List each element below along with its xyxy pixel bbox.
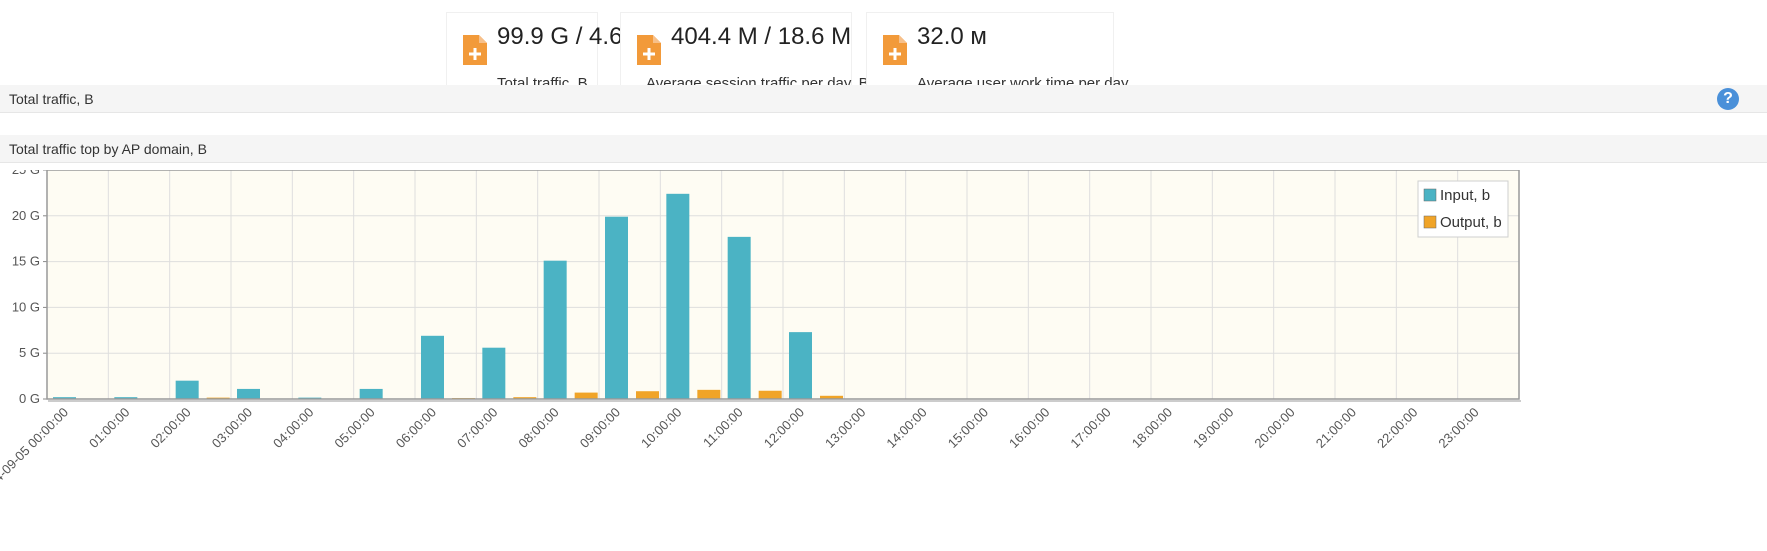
x-tick-label: 04:00:00 bbox=[270, 405, 316, 451]
x-tick-label: 20:00:00 bbox=[1251, 405, 1297, 451]
section-title: Total traffic top by AP domain, B bbox=[9, 141, 207, 157]
bar-input bbox=[53, 397, 76, 399]
legend-label-input: Input, b bbox=[1440, 187, 1490, 204]
bar-input bbox=[789, 332, 812, 399]
bar-input bbox=[605, 216, 628, 399]
x-tick-label: 08:00:00 bbox=[515, 405, 561, 451]
file-add-icon[interactable] bbox=[463, 35, 487, 65]
x-tick-label: 13:00:00 bbox=[822, 405, 868, 451]
x-tick-label: 23:00:00 bbox=[1435, 405, 1481, 451]
file-add-icon[interactable] bbox=[883, 35, 907, 65]
bar-input bbox=[666, 193, 690, 399]
bar-output bbox=[820, 395, 843, 399]
x-tick-label: 2024-09-05 00:00:00 bbox=[0, 405, 71, 500]
section-top-by-domain[interactable]: Total traffic top by AP domain, B bbox=[0, 135, 1767, 163]
traffic-bar-chart: 0 G 5 G 10 G 15 G 20 G 25 G 2024-09-05 00:00:0… bbox=[0, 170, 1521, 500]
x-tick-label: 10:00:00 bbox=[638, 405, 684, 451]
x-tick-label: 22:00:00 bbox=[1374, 405, 1420, 451]
y-tick-label: 10 G bbox=[12, 299, 40, 314]
bar-input bbox=[175, 380, 199, 399]
bar-input bbox=[359, 388, 383, 399]
y-tick-label: 0 G bbox=[19, 391, 40, 406]
stat-value: 32.0 м bbox=[917, 23, 987, 50]
x-tick-label: 18:00:00 bbox=[1129, 405, 1175, 451]
plot-border bbox=[46, 170, 1520, 400]
file-add-icon[interactable] bbox=[637, 35, 661, 65]
y-tick-label: 5 G bbox=[19, 345, 40, 360]
bar-output bbox=[636, 391, 659, 399]
x-tick-label: 09:00:00 bbox=[577, 405, 623, 451]
section-total-traffic[interactable]: Total traffic, B ? bbox=[0, 85, 1767, 113]
x-tick-label: 01:00:00 bbox=[86, 405, 132, 451]
bar-input bbox=[421, 335, 444, 399]
stat-card-session-traffic: 404.4 M / 18.6 M Average session traffic… bbox=[620, 12, 869, 92]
x-tick-label: 12:00:00 bbox=[761, 405, 807, 451]
section-title: Total traffic, B bbox=[9, 91, 94, 107]
x-tick-label: 19:00:00 bbox=[1190, 405, 1236, 451]
bar-input bbox=[237, 388, 260, 399]
bar-input bbox=[727, 236, 751, 399]
x-tick-label: 15:00:00 bbox=[945, 405, 991, 451]
x-tick-label: 21:00:00 bbox=[1313, 405, 1359, 451]
help-icon[interactable]: ? bbox=[1717, 88, 1739, 110]
x-tick-label: 03:00:00 bbox=[209, 405, 255, 451]
legend-swatch-output bbox=[1423, 215, 1437, 229]
x-tick-label: 05:00:00 bbox=[331, 405, 377, 451]
x-tick-label: 16:00:00 bbox=[1006, 405, 1052, 451]
y-tick-label: 25 G bbox=[12, 170, 40, 177]
x-tick-label: 07:00:00 bbox=[454, 405, 500, 451]
stat-card-work-time: 32.0 м Average user work time per day bbox=[866, 12, 1129, 92]
bar-output bbox=[697, 389, 721, 399]
stat-value: 404.4 M / 18.6 M bbox=[671, 23, 852, 50]
y-tick-label: 15 G bbox=[12, 254, 40, 269]
x-tick-label: 17:00:00 bbox=[1067, 405, 1113, 451]
y-tick-label: 20 G bbox=[12, 208, 40, 223]
x-tick-label: 06:00:00 bbox=[393, 405, 439, 451]
bar-output bbox=[513, 397, 537, 399]
x-tick-label: 11:00:00 bbox=[700, 405, 746, 451]
bar-input bbox=[482, 347, 506, 399]
legend-label-output: Output, b bbox=[1440, 214, 1502, 231]
bar-output bbox=[574, 392, 598, 399]
stat-card-total-traffic: 99.9 G / 4.6 G Total traffic, B bbox=[446, 12, 648, 92]
legend-swatch-input bbox=[1423, 188, 1437, 202]
x-tick-label: 02:00:00 bbox=[147, 405, 193, 451]
bar-output bbox=[758, 390, 782, 399]
bar-input bbox=[543, 260, 567, 399]
x-tick-label: 14:00:00 bbox=[883, 405, 929, 451]
bar-input bbox=[114, 397, 138, 399]
